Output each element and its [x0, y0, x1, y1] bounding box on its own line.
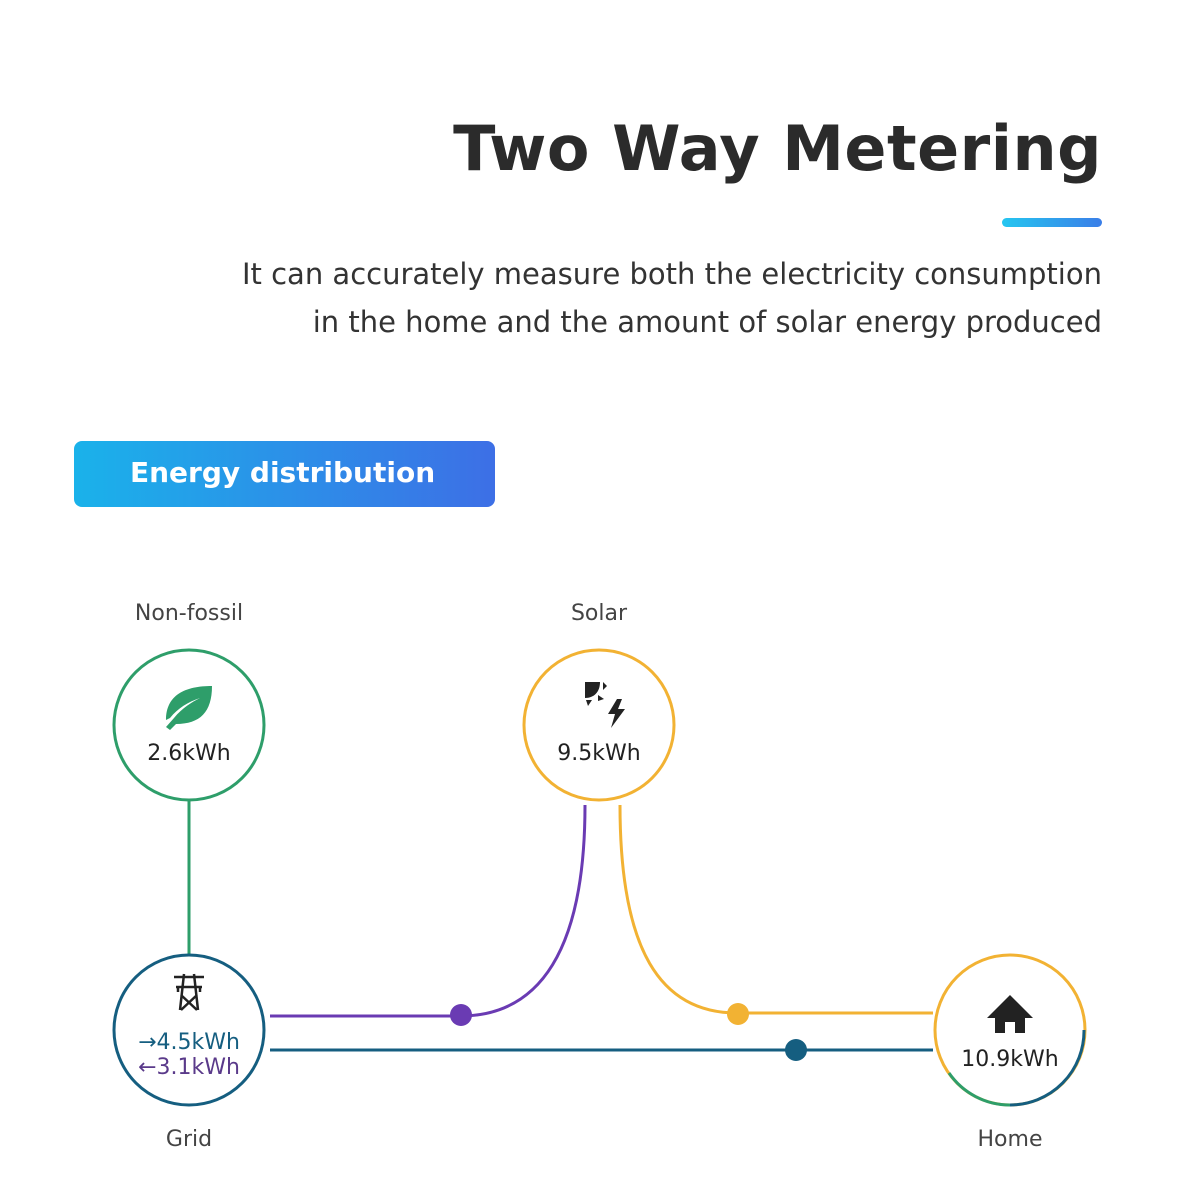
grid-node: [112, 953, 266, 1107]
title-accent-bar: [1002, 218, 1102, 227]
home-icon: [987, 995, 1033, 1033]
solar-value: 9.5kWh: [557, 741, 641, 766]
nonfossil-label: Non-fossil: [134, 601, 244, 626]
grid-label: Grid: [165, 1127, 213, 1152]
nonfossil-node: [112, 648, 266, 802]
flow-dot-teal: [785, 1039, 807, 1061]
home-label: Home: [977, 1127, 1043, 1152]
leaf-icon: [166, 686, 212, 730]
solar-label: Solar: [570, 601, 628, 626]
grid-export-value: ←3.1kWh: [138, 1055, 240, 1080]
solar-power-icon: [585, 682, 625, 728]
energy-distribution-badge: Energy distribution: [74, 441, 495, 507]
flow-dot-orange: [727, 1003, 749, 1025]
solar-node: [522, 648, 676, 802]
transmission-tower-icon: [174, 973, 204, 1011]
subtitle-line: It can accurately measure both the elect…: [241, 257, 1102, 291]
solar-home-flow: [618, 804, 933, 1015]
subtitle: It can accurately measure both the elect…: [242, 250, 1102, 346]
home-node: [933, 953, 1087, 1107]
nonfossil-value: 2.6kWh: [147, 741, 231, 766]
page-title: Two Way Metering: [453, 112, 1102, 185]
flow-dot-purple: [450, 1004, 472, 1026]
home-value: 10.9kWh: [961, 1047, 1059, 1072]
subtitle-line: in the home and the amount of solar ener…: [312, 305, 1102, 339]
solar-grid-flow: [270, 804, 587, 1018]
grid-import-value: →4.5kWh: [138, 1030, 240, 1055]
